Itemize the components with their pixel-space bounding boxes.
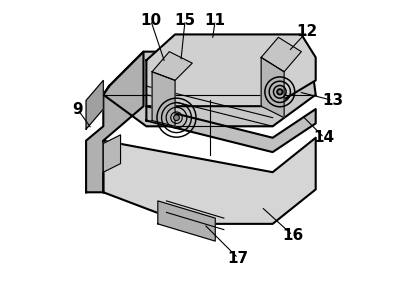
Text: 15: 15: [175, 13, 196, 28]
Text: 14: 14: [314, 130, 335, 145]
Polygon shape: [152, 72, 175, 126]
Text: 16: 16: [282, 228, 303, 243]
Text: 17: 17: [228, 251, 249, 266]
Circle shape: [173, 115, 179, 121]
Polygon shape: [261, 37, 301, 72]
Polygon shape: [146, 34, 316, 106]
Circle shape: [277, 90, 282, 94]
Text: 10: 10: [140, 13, 161, 28]
Text: 12: 12: [297, 24, 318, 39]
Text: 11: 11: [205, 13, 226, 28]
Polygon shape: [146, 106, 316, 152]
Polygon shape: [158, 201, 215, 241]
Polygon shape: [103, 138, 316, 224]
Polygon shape: [103, 135, 121, 172]
Polygon shape: [86, 52, 143, 192]
Polygon shape: [86, 80, 103, 129]
Polygon shape: [103, 52, 316, 126]
Polygon shape: [261, 57, 284, 118]
Polygon shape: [152, 52, 192, 80]
Text: 9: 9: [72, 102, 83, 117]
Text: 13: 13: [322, 93, 344, 108]
